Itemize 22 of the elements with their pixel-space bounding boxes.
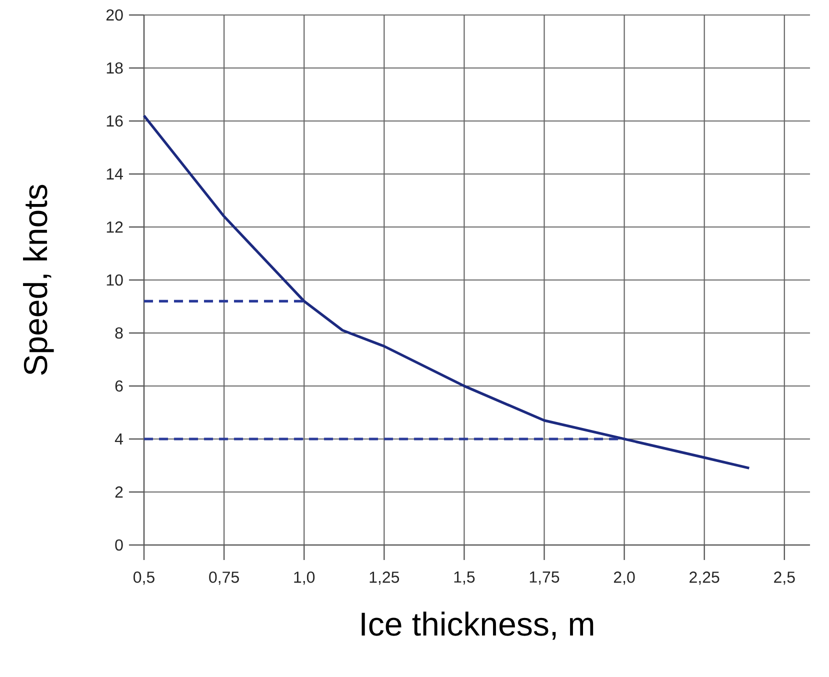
y-tick-label: 20 bbox=[106, 9, 123, 21]
x-tick-label: 2,5 bbox=[774, 572, 795, 585]
x-tick-label: 2,25 bbox=[690, 572, 720, 585]
x-tick-label: 0,5 bbox=[134, 572, 154, 585]
y-tick-label: 18 bbox=[106, 62, 123, 74]
y-axis-title: Speed, knots bbox=[23, 184, 54, 375]
x-tick-label: 1,25 bbox=[370, 572, 400, 585]
y-tick-label: 14 bbox=[106, 168, 123, 180]
y-tick-label: 8 bbox=[115, 327, 123, 339]
x-tick-label: 2,0 bbox=[614, 572, 635, 585]
x-tick-label: 1,5 bbox=[454, 572, 475, 585]
x-tick-label: 1,75 bbox=[530, 572, 560, 585]
y-tick-label: 2 bbox=[115, 486, 123, 498]
y-tick-label: 0 bbox=[115, 539, 123, 551]
y-tick-label: 10 bbox=[106, 274, 123, 286]
y-tick-label: 16 bbox=[106, 115, 123, 127]
x-axis-title: Ice thickness, m bbox=[362, 612, 594, 640]
y-tick-label: 12 bbox=[106, 221, 123, 233]
y-tick-label: 4 bbox=[114, 433, 123, 444]
x-tick-label: 1,0 bbox=[294, 572, 315, 585]
y-tick-label: 6 bbox=[115, 380, 123, 392]
x-tick-label: 0,75 bbox=[209, 572, 239, 585]
